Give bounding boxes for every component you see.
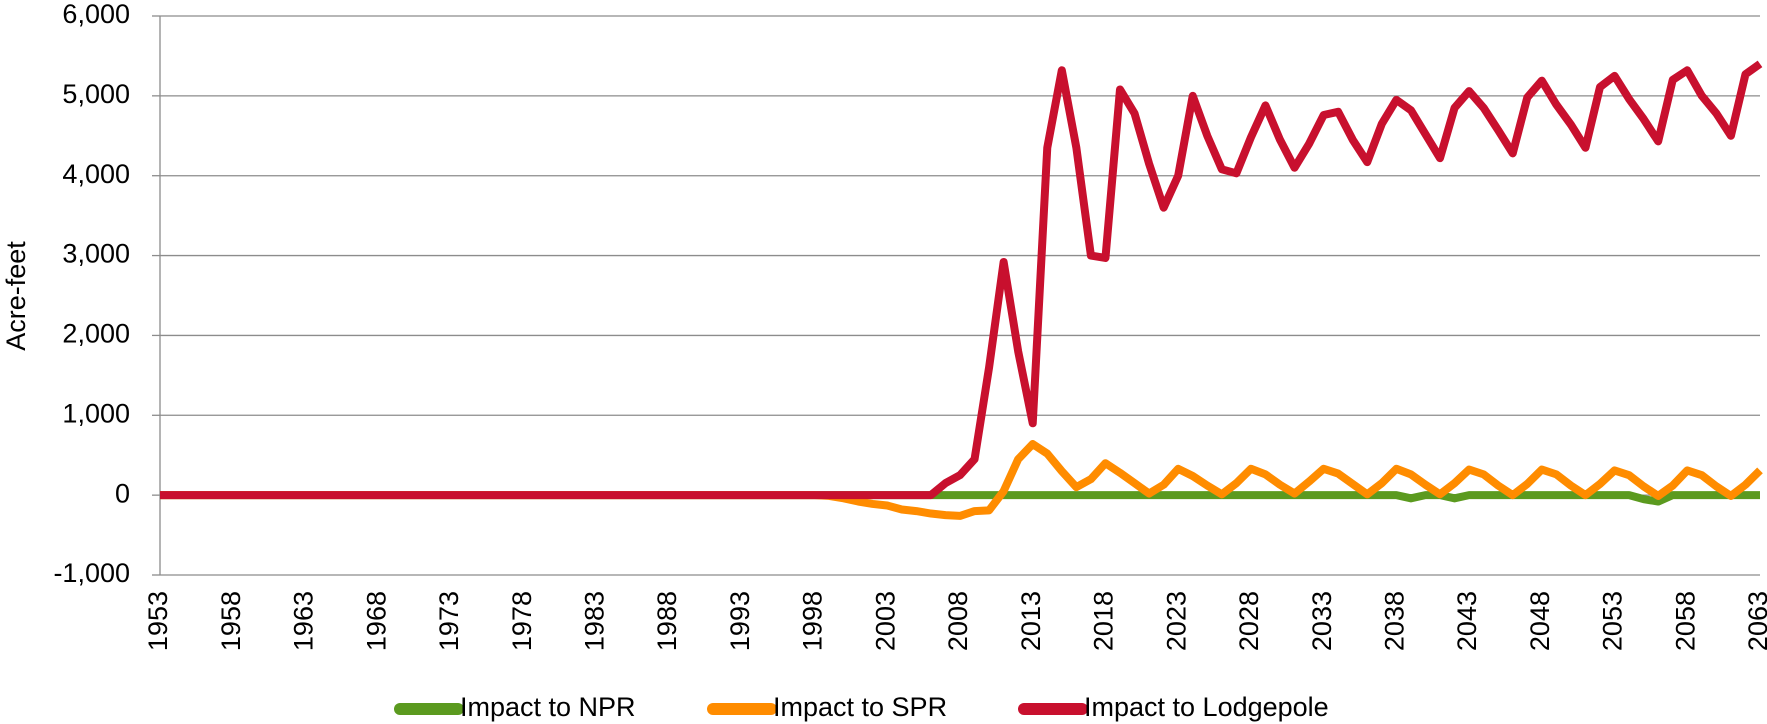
x-tick-label: 2018 xyxy=(1089,591,1119,651)
x-tick-label: 1963 xyxy=(289,591,319,651)
x-tick-label: 2043 xyxy=(1452,591,1482,651)
x-tick-label: 2053 xyxy=(1598,591,1628,651)
y-tick-label: 6,000 xyxy=(62,0,130,29)
series-line xyxy=(160,440,1763,520)
x-tick-label: 1958 xyxy=(216,591,246,651)
x-tick-label: 1983 xyxy=(579,591,609,651)
x-tick-label: 1978 xyxy=(507,591,537,651)
x-tick-label: 1973 xyxy=(434,591,464,651)
y-axis-title: Acre-feet xyxy=(1,241,31,351)
x-tick-label: 1988 xyxy=(652,591,682,651)
y-tick-label: 2,000 xyxy=(62,319,130,349)
legend-label: Impact to NPR xyxy=(460,692,636,722)
x-tick-label: 2008 xyxy=(943,591,973,651)
x-tick-label: 1968 xyxy=(361,591,391,651)
x-tick-label: 2033 xyxy=(1307,591,1337,651)
series-line xyxy=(160,60,1763,500)
y-tick-label: 3,000 xyxy=(62,239,130,269)
x-tick-label: 1993 xyxy=(725,591,755,651)
y-tick-label: 0 xyxy=(115,478,130,508)
x-tick-label: 2058 xyxy=(1670,591,1700,651)
legend-label: Impact to SPR xyxy=(773,692,947,722)
x-tick-label: 2048 xyxy=(1525,591,1555,651)
y-tick-label: 1,000 xyxy=(62,398,130,428)
x-tick-label: 2063 xyxy=(1743,591,1767,651)
y-tick-label: 5,000 xyxy=(62,79,130,109)
x-tick-label: 2028 xyxy=(1234,591,1264,651)
y-tick-label: -1,000 xyxy=(53,558,130,588)
x-tick-label: 2013 xyxy=(1016,591,1046,651)
x-tick-label: 1998 xyxy=(798,591,828,651)
x-tick-label: 2023 xyxy=(1161,591,1191,651)
legend-label: Impact to Lodgepole xyxy=(1084,692,1329,722)
x-tick-label: 2038 xyxy=(1379,591,1409,651)
x-tick-label: 1953 xyxy=(143,591,173,651)
y-tick-label: 4,000 xyxy=(62,159,130,189)
x-tick-label: 2003 xyxy=(870,591,900,651)
